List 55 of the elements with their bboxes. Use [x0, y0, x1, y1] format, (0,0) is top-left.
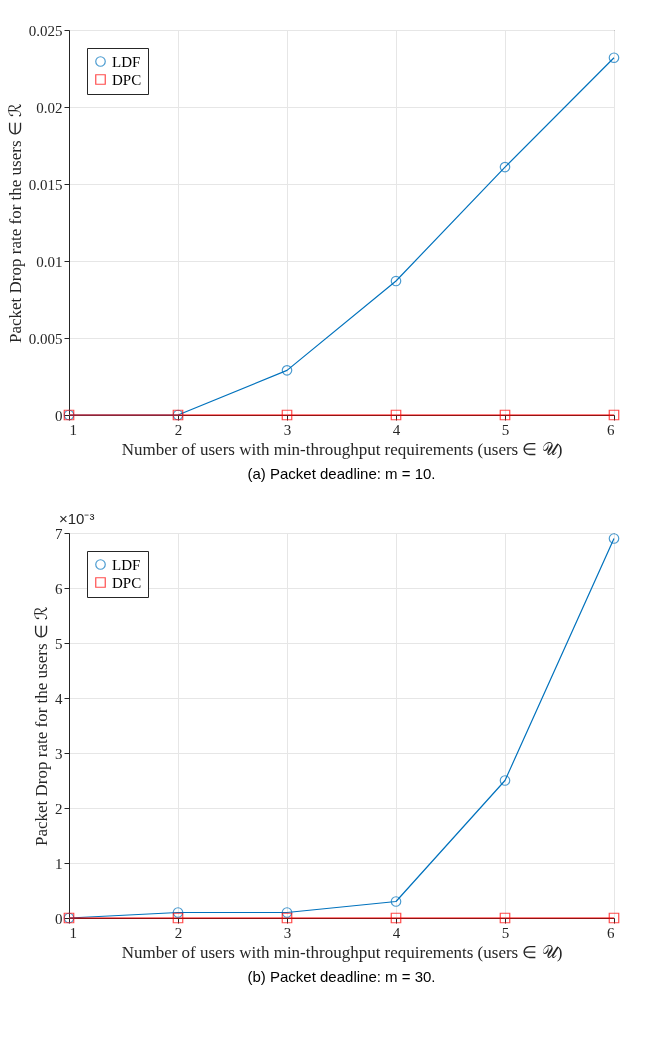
- y-tick-label: 6: [55, 580, 63, 597]
- y-tick-label: 0.01: [36, 253, 63, 270]
- point: [608, 52, 620, 64]
- x-tick-label: 3: [283, 421, 292, 438]
- x-tick-label: 2: [174, 421, 183, 438]
- point: [390, 912, 402, 924]
- x-axis-title: Number of users with min-throughput requirements (users ∈ 𝒰): [121, 942, 563, 962]
- y-tick-label: 7: [55, 525, 63, 542]
- point: [499, 912, 511, 924]
- x-tick-label: 6: [607, 924, 615, 941]
- point: [499, 161, 511, 173]
- x-tick-label: 1: [69, 421, 77, 438]
- y-tick-label: 0.015: [28, 176, 63, 193]
- point: [281, 409, 293, 421]
- x-tick-label: 5: [501, 924, 510, 941]
- point: [172, 907, 184, 918]
- point: [608, 912, 620, 924]
- point: [499, 409, 511, 421]
- x-tick-label: 4: [392, 421, 401, 438]
- x-tick-label: 1: [69, 924, 77, 941]
- y-tick-label: 4: [55, 690, 63, 707]
- y-tick-label: 0: [55, 407, 63, 424]
- legend-label: DPC: [112, 574, 142, 591]
- point: [390, 409, 402, 421]
- y-tick-label: 3: [55, 745, 63, 762]
- y-tick-label: 2: [55, 800, 63, 817]
- point: [281, 912, 293, 924]
- x-tick-label: 2: [174, 924, 183, 941]
- y-tick-label: 5: [55, 635, 63, 652]
- y-tick-label: 0.02: [36, 99, 63, 116]
- x-tick-label: 4: [392, 924, 401, 941]
- point: [608, 533, 620, 544]
- y-tick-label: 0.025: [28, 22, 63, 39]
- x-axis-title: Number of users with min-throughput requirements (users ∈ 𝒰): [121, 439, 563, 459]
- legend-label: DPC: [112, 71, 142, 88]
- x-tick-label: 3: [283, 924, 292, 941]
- legend-label: LDF: [112, 556, 141, 573]
- text: (b) Packet deadline: m = 30.: [247, 968, 436, 985]
- y-tick-label: 1: [55, 855, 63, 872]
- point: [608, 409, 620, 421]
- y-tick-label: 0.005: [28, 330, 63, 347]
- text: (a) Packet deadline: m = 10.: [247, 465, 436, 482]
- x-tick-label: 5: [501, 421, 510, 438]
- point: [390, 275, 402, 287]
- point: [281, 365, 293, 376]
- point: [390, 896, 402, 907]
- text: ×10⁻³: [59, 510, 95, 527]
- point: [172, 912, 184, 924]
- x-tick-label: 6: [607, 421, 615, 438]
- y-axis-title: Packet Drop rate for the users ∈ ℛ: [5, 102, 25, 344]
- y-tick-label: 0: [55, 910, 63, 927]
- point: [281, 907, 293, 918]
- legend-label: LDF: [112, 53, 141, 70]
- y-axis-title: Packet Drop rate for the users ∈ ℛ: [32, 605, 51, 847]
- point: [499, 775, 511, 786]
